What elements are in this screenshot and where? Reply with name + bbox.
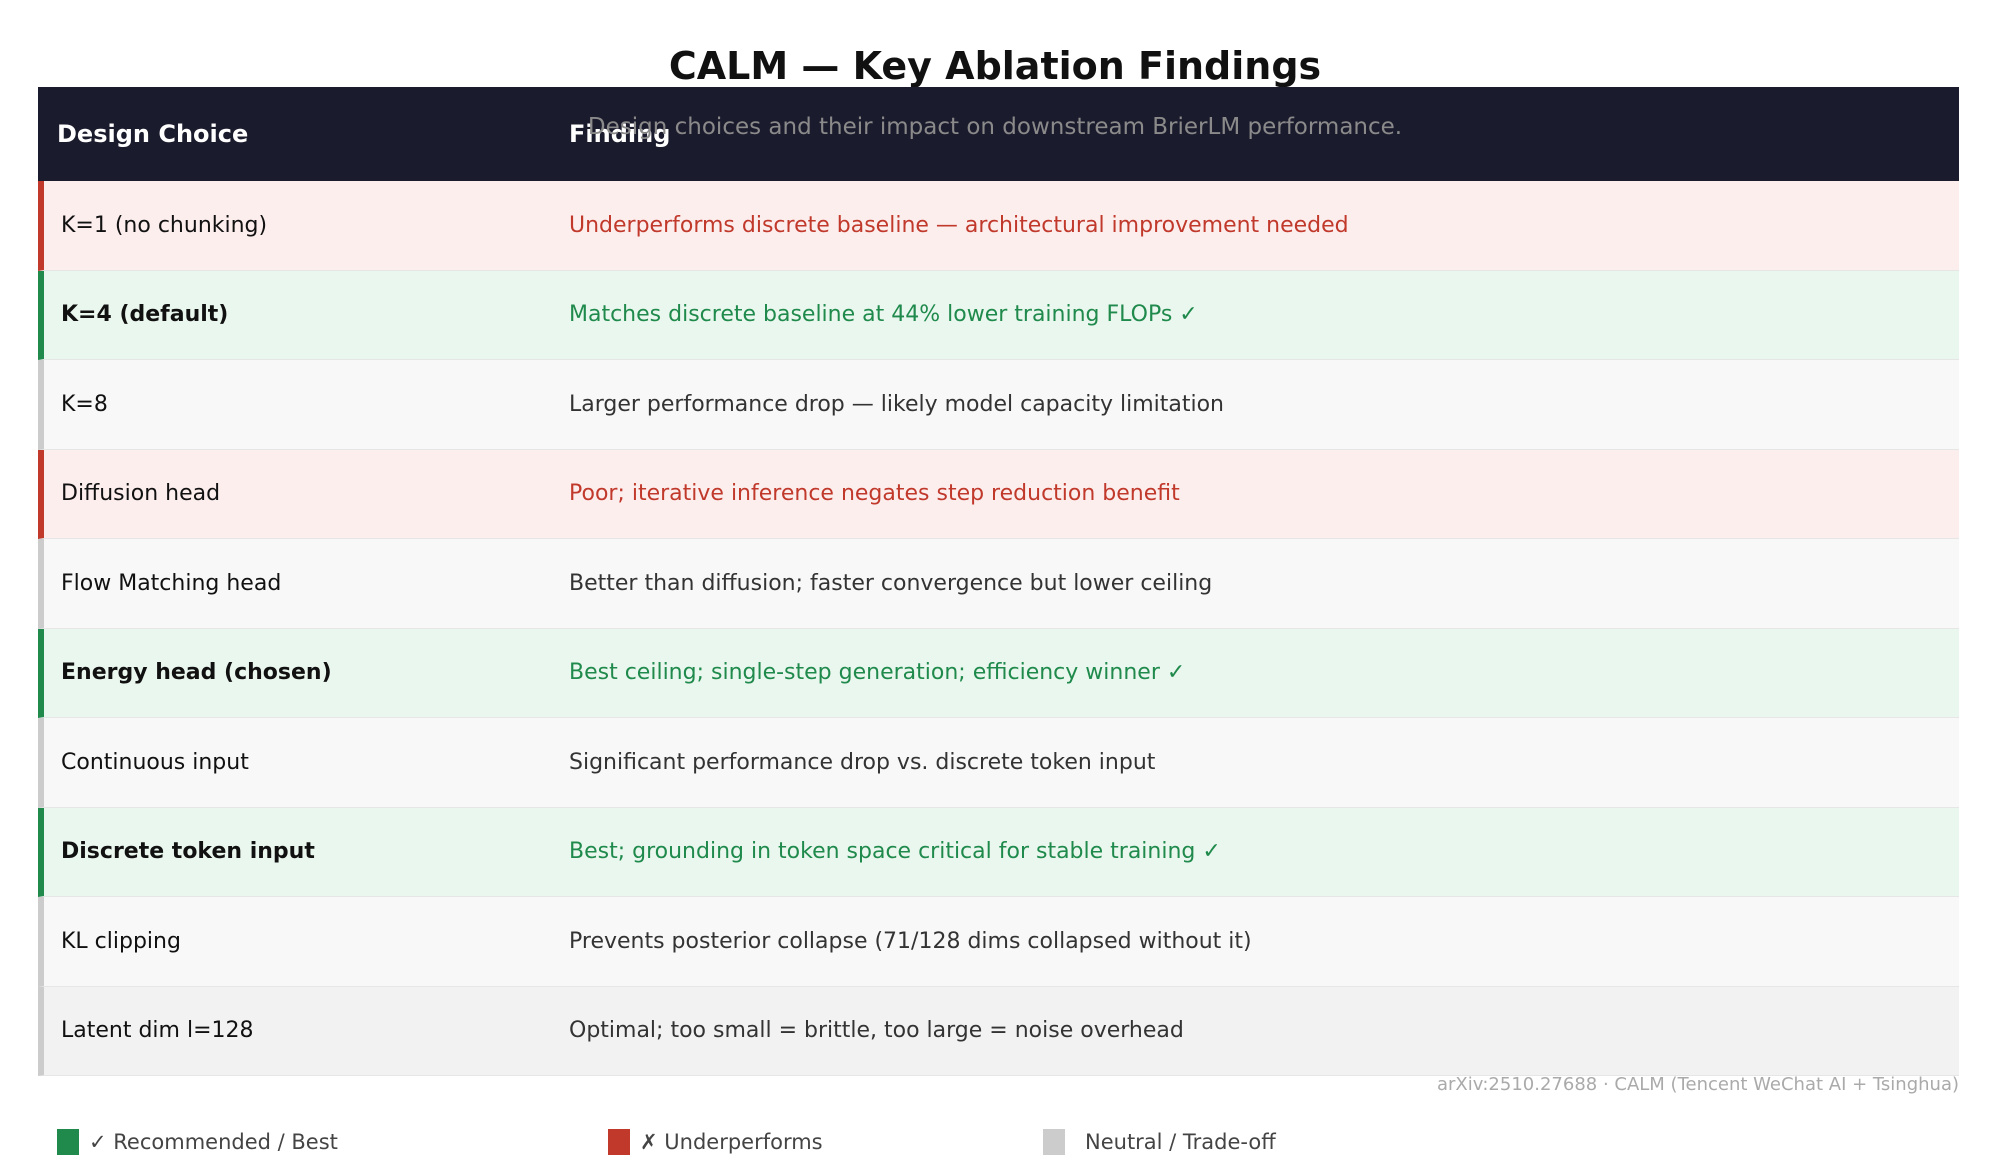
- legend-item-underperforms: ✗ Underperforms: [608, 1129, 823, 1155]
- row-finding: Best; grounding in token space critical …: [569, 839, 1221, 865]
- row-finding: Optimal; too small = brittle, too large …: [569, 1018, 1184, 1044]
- row-choice: Flow Matching head: [61, 570, 282, 596]
- row-finding: Matches discrete baseline at 44% lower t…: [569, 302, 1198, 328]
- row-finding: Best ceiling; single-step generation; ef…: [569, 660, 1186, 686]
- row-choice: K=1 (no chunking): [61, 212, 268, 238]
- table-row: Flow Matching head Better than diffusion…: [38, 539, 1959, 629]
- table-row: Diffusion head Poor; iterative inference…: [38, 449, 1959, 539]
- page-title: CALM — Key Ablation Findings: [668, 44, 1322, 88]
- legend-swatch-red: [608, 1129, 630, 1155]
- table-row: Continuous input Significant performance…: [38, 718, 1959, 808]
- table-row: K=1 (no chunking) Underperforms discrete…: [38, 181, 1959, 271]
- table-row: Discrete token input Best; grounding in …: [38, 807, 1959, 897]
- row-choice: Latent dim l=128: [61, 1018, 254, 1044]
- row-choice: Continuous input: [61, 749, 249, 775]
- row-choice: K=8: [61, 391, 108, 417]
- table-row: K=8 Larger performance drop — likely mod…: [38, 360, 1959, 450]
- legend-swatch-gray: [1043, 1129, 1065, 1155]
- row-finding: Prevents posterior collapse (71/128 dims…: [569, 928, 1252, 954]
- legend-item-recommended: ✓ Recommended / Best: [57, 1129, 338, 1155]
- legend-item-neutral: Neutral / Trade-off: [1043, 1129, 1276, 1155]
- legend-label: ✓ Recommended / Best: [89, 1130, 338, 1154]
- header-design-choice: Design Choice: [57, 120, 249, 148]
- row-finding: Significant performance drop vs. discret…: [569, 749, 1156, 775]
- source-citation: arXiv:2510.27688 · CALM (Tencent WeChat …: [1436, 1074, 1959, 1095]
- row-choice: Energy head (chosen): [61, 660, 332, 686]
- page-subtitle: Design choices and their impact on downs…: [587, 114, 1403, 140]
- table-row: K=4 (default) Matches discrete baseline …: [38, 270, 1959, 360]
- legend-swatch-green: [57, 1129, 79, 1155]
- table-header: Design Choice Finding: [38, 87, 1959, 181]
- row-finding: Poor; iterative inference negates step r…: [569, 481, 1180, 507]
- row-finding: Larger performance drop — likely model c…: [569, 391, 1224, 417]
- row-choice: KL clipping: [61, 928, 181, 954]
- ablation-table: Design Choice Finding K=1 (no chunking) …: [38, 87, 1959, 1076]
- row-finding: Better than diffusion; faster convergenc…: [569, 570, 1213, 596]
- row-choice: Diffusion head: [61, 481, 221, 507]
- legend-label: ✗ Underperforms: [640, 1130, 823, 1154]
- row-choice: K=4 (default): [61, 302, 229, 328]
- row-finding: Underperforms discrete baseline — archit…: [569, 212, 1349, 238]
- legend-label: Neutral / Trade-off: [1085, 1130, 1276, 1154]
- header-finding: Finding: [569, 120, 671, 148]
- table-row: KL clipping Prevents posterior collapse …: [38, 897, 1959, 987]
- table-row: Latent dim l=128 Optimal; too small = br…: [38, 986, 1959, 1076]
- table-row: Energy head (chosen) Best ceiling; singl…: [38, 628, 1959, 718]
- legend: ✓ Recommended / Best ✗ Underperforms Neu…: [0, 1129, 1990, 1159]
- row-choice: Discrete token input: [61, 839, 315, 865]
